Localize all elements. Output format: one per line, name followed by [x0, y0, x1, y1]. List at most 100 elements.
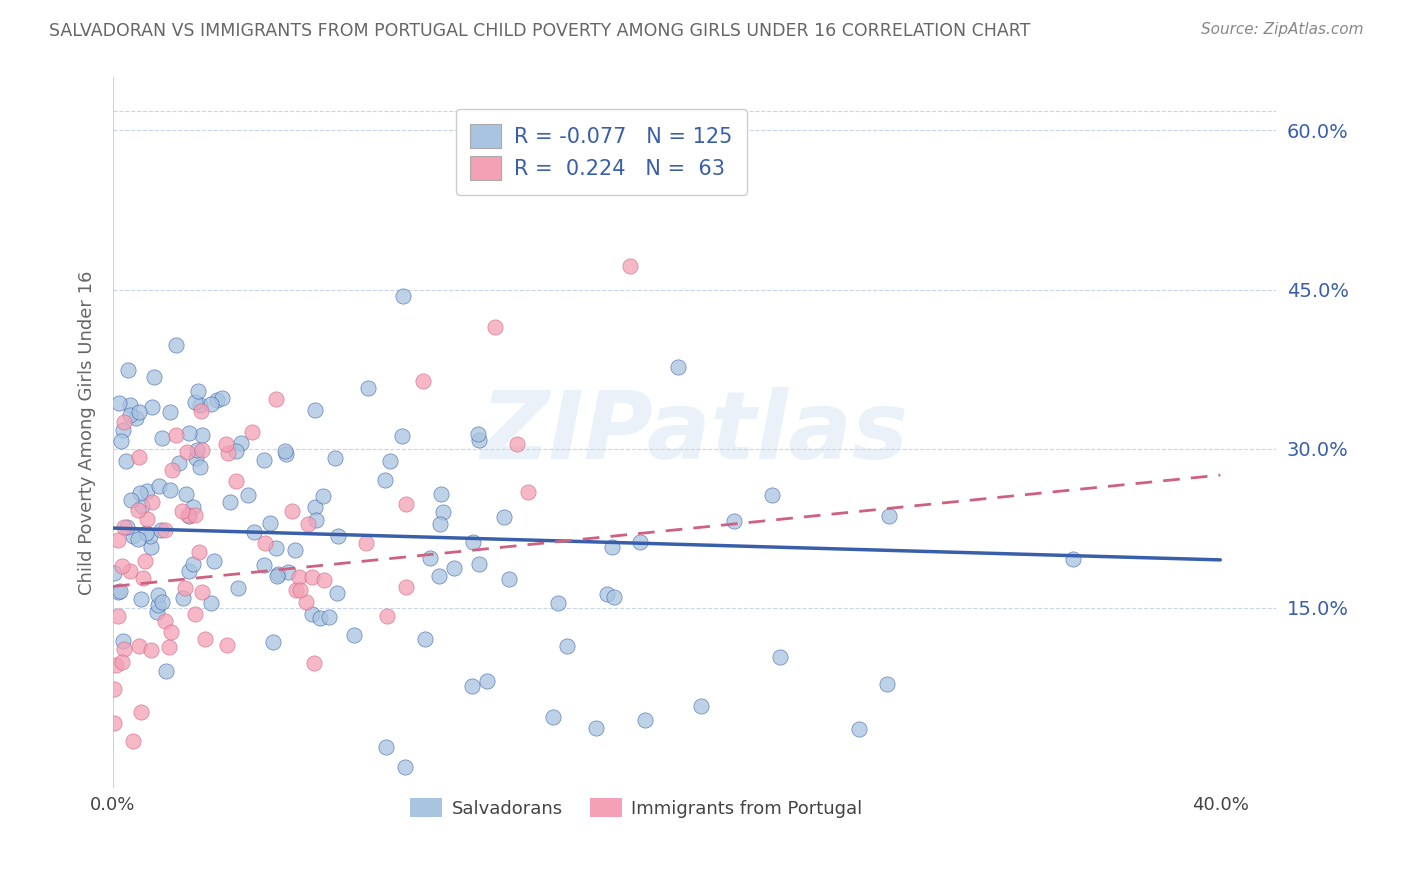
Point	[107, 585, 129, 599]
Point	[301, 607, 323, 621]
Point	[231, 435, 253, 450]
Point	[184, 395, 207, 409]
Point	[375, 608, 398, 623]
Point	[603, 590, 626, 604]
Point	[259, 516, 281, 530]
Point	[326, 529, 349, 543]
Point	[467, 427, 489, 442]
Point	[412, 375, 434, 389]
Point	[877, 509, 900, 524]
Point	[302, 656, 325, 670]
Point	[184, 607, 207, 621]
Point	[135, 525, 157, 540]
Point	[108, 584, 131, 599]
Point	[277, 565, 299, 579]
Point	[165, 428, 187, 442]
Point	[357, 381, 380, 395]
Point	[596, 587, 619, 601]
Point	[254, 536, 277, 550]
Point	[226, 582, 249, 596]
Point	[200, 596, 222, 610]
Point	[295, 594, 318, 608]
Point	[150, 524, 173, 538]
Point	[326, 586, 349, 600]
Point	[172, 591, 194, 605]
Point	[543, 709, 565, 723]
Point	[131, 500, 153, 514]
Point	[262, 635, 284, 649]
Point	[243, 524, 266, 539]
Point	[135, 512, 157, 526]
Point	[690, 698, 713, 713]
Point	[468, 558, 491, 572]
Point	[312, 574, 335, 588]
Point	[115, 454, 138, 468]
Point	[191, 442, 214, 457]
Point	[628, 535, 651, 549]
Point	[429, 516, 451, 531]
Point	[429, 487, 451, 501]
Point	[128, 450, 150, 464]
Point	[155, 665, 177, 679]
Point	[183, 557, 205, 571]
Point	[215, 437, 238, 451]
Point	[723, 514, 745, 528]
Point	[134, 554, 156, 568]
Point	[217, 445, 239, 459]
Legend: Salvadorans, Immigrants from Portugal: Salvadorans, Immigrants from Portugal	[402, 791, 870, 825]
Point	[633, 713, 655, 727]
Point	[117, 363, 139, 377]
Point	[110, 434, 132, 449]
Point	[284, 542, 307, 557]
Text: SALVADORAN VS IMMIGRANTS FROM PORTUGAL CHILD POVERTY AMONG GIRLS UNDER 16 CORREL: SALVADORAN VS IMMIGRANTS FROM PORTUGAL C…	[49, 22, 1031, 40]
Point	[146, 598, 169, 612]
Point	[477, 674, 499, 689]
Point	[304, 403, 326, 417]
Point	[267, 567, 290, 582]
Point	[160, 624, 183, 639]
Point	[188, 545, 211, 559]
Point	[273, 444, 295, 458]
Point	[159, 483, 181, 498]
Point	[202, 554, 225, 568]
Point	[498, 572, 520, 586]
Point	[120, 565, 142, 579]
Point	[463, 534, 485, 549]
Point	[129, 705, 152, 719]
Point	[311, 489, 333, 503]
Point	[103, 566, 125, 581]
Point	[461, 680, 484, 694]
Point	[253, 452, 276, 467]
Point	[122, 734, 145, 748]
Point	[547, 596, 569, 610]
Point	[467, 433, 489, 447]
Point	[276, 447, 298, 461]
Point	[177, 508, 200, 522]
Point	[205, 392, 228, 407]
Point	[131, 571, 153, 585]
Point	[150, 595, 173, 609]
Point	[112, 520, 135, 534]
Point	[159, 405, 181, 419]
Point	[419, 551, 441, 566]
Point	[585, 722, 607, 736]
Point	[391, 429, 413, 443]
Point	[666, 360, 689, 375]
Point	[117, 520, 139, 534]
Point	[191, 427, 214, 442]
Point	[484, 319, 506, 334]
Point	[150, 431, 173, 445]
Point	[215, 638, 238, 652]
Point	[301, 569, 323, 583]
Point	[374, 473, 396, 487]
Point	[141, 401, 163, 415]
Point	[288, 569, 311, 583]
Point	[148, 479, 170, 493]
Point	[155, 523, 177, 537]
Point	[179, 508, 201, 523]
Point	[443, 560, 465, 574]
Point	[177, 425, 200, 440]
Point	[374, 739, 396, 754]
Point	[186, 442, 208, 457]
Point	[194, 632, 217, 647]
